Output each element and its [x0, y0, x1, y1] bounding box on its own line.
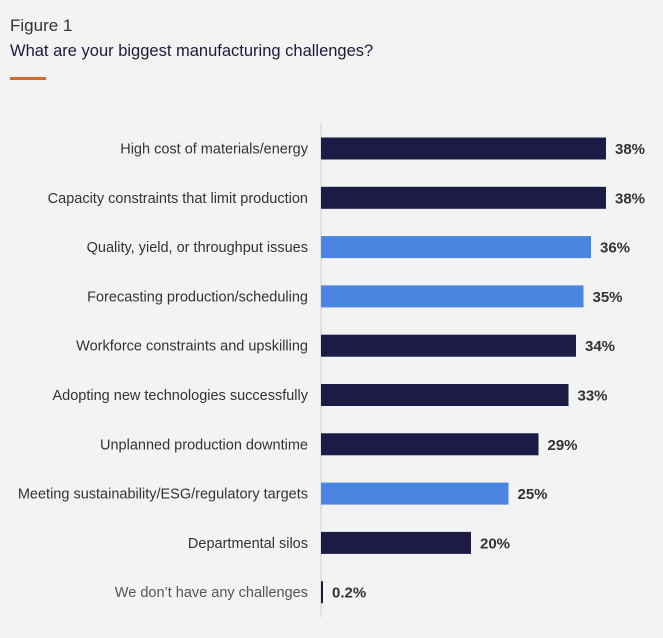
title-accent-line: [10, 77, 46, 80]
category-label: Workforce constraints and upskilling: [76, 339, 308, 355]
bar: [321, 186, 606, 209]
value-label: 38%: [615, 190, 645, 207]
value-label: 36%: [600, 240, 630, 257]
category-label: Quality, yield, or throughput issues: [87, 240, 308, 256]
category-label: Capacity constraints that limit producti…: [48, 191, 308, 207]
category-label: Adopting new technologies successfully: [52, 388, 308, 404]
value-label: 0.2%: [332, 585, 366, 602]
bar: [321, 236, 591, 259]
chart-title: What are your biggest manufacturing chal…: [10, 42, 374, 60]
bar: [321, 581, 323, 604]
category-label: Departmental silos: [188, 536, 308, 552]
category-label: Unplanned production downtime: [100, 437, 308, 453]
category-label: Meeting sustainability/ESG/regulatory ta…: [18, 487, 308, 503]
value-label: 34%: [585, 338, 615, 355]
bar: [321, 482, 509, 505]
value-label: 33%: [578, 388, 608, 405]
category-label: High cost of materials/energy: [120, 142, 309, 158]
bar: [321, 531, 471, 554]
figure-label: Figure 1: [10, 16, 73, 35]
value-label: 38%: [615, 141, 645, 158]
category-label: Forecasting production/scheduling: [87, 289, 308, 305]
bar: [321, 137, 606, 160]
bar: [321, 384, 569, 406]
value-label: 25%: [518, 486, 548, 503]
value-label: 29%: [548, 437, 578, 454]
bar: [321, 433, 539, 456]
bar: [321, 285, 584, 308]
value-label: 20%: [480, 535, 510, 552]
category-label: We don’t have any challenges: [115, 585, 308, 601]
bar: [321, 334, 576, 357]
value-label: 35%: [593, 289, 623, 306]
